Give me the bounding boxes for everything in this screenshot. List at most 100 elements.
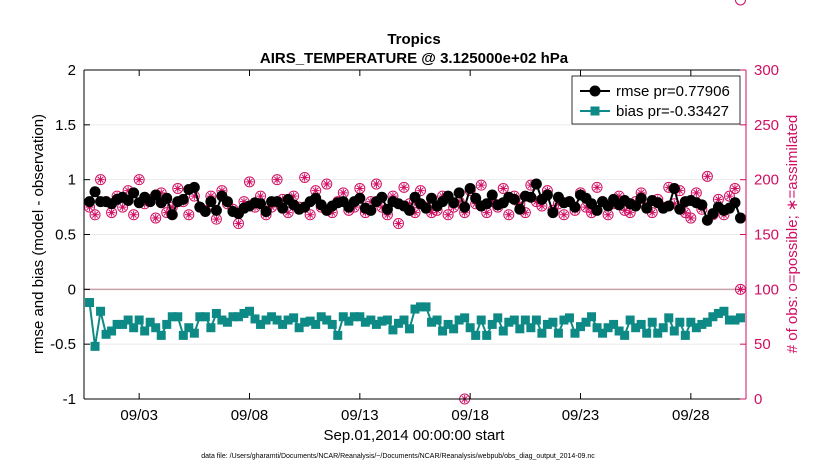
bias-point: [476, 315, 486, 325]
rmse-point: [84, 196, 96, 208]
bias-point: [675, 317, 685, 327]
rmse-point: [277, 202, 289, 214]
rmse-point: [376, 191, 388, 203]
rmse-point: [420, 202, 432, 214]
rmse-point: [591, 204, 603, 216]
obs-assimilated-asterisk: [615, 192, 624, 201]
obs-assimilated-asterisk: [300, 173, 309, 182]
obs-count-marker: [232, 218, 244, 230]
obs-assimilated-asterisk: [532, 197, 541, 206]
bias-point: [129, 323, 139, 333]
obs-count-marker: [591, 181, 603, 193]
bias-point: [520, 315, 530, 325]
y-tick-label: 0.5: [55, 227, 76, 244]
obs-assimilated-asterisk: [405, 199, 414, 208]
series-layer: [84, 0, 746, 405]
rmse-point: [481, 198, 493, 210]
obs-possible-circle: [133, 174, 145, 186]
bias-point: [708, 312, 718, 322]
bias-point: [697, 319, 707, 329]
legend-rmse-label: rmse pr=0.77906: [616, 83, 730, 100]
obs-possible-circle: [244, 176, 255, 188]
obs-assimilated-asterisk: [626, 208, 635, 217]
bias-point: [333, 330, 343, 340]
obs-assimilated-asterisk: [355, 184, 364, 193]
bias-point: [90, 341, 100, 351]
rmse-point: [210, 204, 222, 216]
obs-assimilated-asterisk: [477, 181, 486, 190]
bias-point: [189, 328, 199, 338]
bias-point: [548, 317, 558, 327]
bias-point: [195, 312, 205, 322]
obs-possible-circle: [89, 209, 101, 221]
x-tick-label: 09/28: [672, 407, 710, 424]
bias-point: [184, 323, 194, 333]
bias-point: [686, 317, 696, 327]
obs-assimilated-asterisk: [107, 208, 116, 217]
bias-point: [581, 317, 591, 327]
obs-assimilated-asterisk: [537, 201, 546, 210]
rmse-point: [188, 181, 200, 193]
x-tick-label: 09/13: [341, 407, 379, 424]
legend-rmse-marker: [589, 85, 601, 97]
legend-bias-label: bias pr=-0.33427: [616, 103, 729, 120]
bias-point: [526, 323, 536, 333]
rmse-point: [470, 192, 482, 204]
obs-assimilated-asterisk: [582, 203, 591, 212]
obs-possible-circle: [183, 209, 195, 221]
obs-assimilated-asterisk: [692, 188, 701, 197]
obs-count-marker: [475, 179, 487, 191]
obs-assimilated-asterisk: [234, 219, 243, 228]
obs-assimilated-asterisk: [444, 210, 453, 219]
obs-assimilated-asterisk: [322, 180, 331, 189]
obs-possible-circle: [503, 209, 515, 221]
rmse-point: [150, 189, 162, 201]
obs-possible-circle: [95, 174, 107, 186]
bias-point: [305, 316, 315, 326]
bias-point: [564, 313, 574, 323]
obs-count-marker: [370, 178, 382, 190]
bias-point: [289, 313, 299, 323]
bias-point: [96, 306, 106, 316]
rmse-point: [426, 192, 438, 204]
bias-point: [377, 316, 387, 326]
bias-point: [636, 319, 646, 329]
obs-assimilated-asterisk: [559, 210, 568, 219]
rmse-point: [205, 196, 217, 208]
y-tick-label: 0: [68, 281, 76, 298]
y2-tick-label: 100: [754, 281, 779, 298]
obs-assimilated-asterisk: [416, 186, 425, 195]
bias-point: [454, 315, 464, 325]
obs-possible-circle: [723, 190, 735, 202]
obs-count-marker: [442, 209, 454, 221]
bias-point: [713, 308, 723, 318]
rmse-point: [89, 186, 101, 198]
obs-assimilated-asterisk: [96, 175, 105, 184]
bias-point: [123, 315, 133, 325]
rmse-point: [635, 192, 647, 204]
bias-point: [167, 312, 177, 322]
rmse-point: [541, 189, 553, 201]
bias-point: [228, 312, 238, 322]
rmse-point: [166, 209, 178, 221]
obs-possible-circle: [701, 170, 713, 182]
bias-point: [559, 315, 569, 325]
obs-count-marker: [95, 174, 107, 186]
rmse-point: [734, 212, 746, 224]
rmse-point: [530, 178, 542, 190]
bias-point: [294, 323, 304, 333]
legend-bias-marker: [590, 106, 600, 116]
obs-possible-circle: [172, 182, 184, 194]
obs-assimilated-asterisk: [372, 180, 381, 189]
obs-assimilated-asterisk: [675, 186, 684, 195]
obs-assimilated-asterisk: [124, 186, 133, 195]
obs-assimilated-asterisk: [394, 219, 403, 228]
bias-point: [493, 313, 503, 323]
obs-count-marker: [723, 190, 735, 202]
bias-point: [664, 313, 674, 323]
rmse-point: [525, 191, 537, 203]
bias-point: [222, 317, 232, 327]
x-tick-label: 09/18: [451, 407, 489, 424]
bias-point: [702, 317, 712, 327]
